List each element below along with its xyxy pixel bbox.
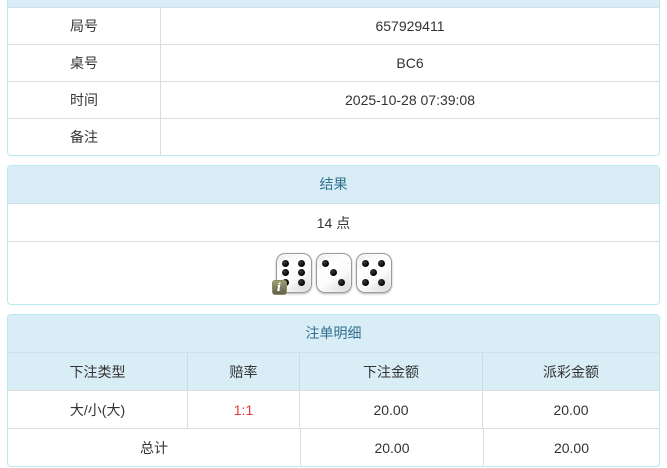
time-label: 时间 — [8, 82, 161, 118]
total-payout-amount: 20.00 — [553, 439, 590, 456]
info-icon[interactable]: i — [271, 280, 287, 295]
dice-row: i — [8, 241, 659, 304]
table-row: 桌号 BC6 — [8, 44, 659, 81]
die-pip — [338, 278, 345, 286]
die-2-value-3 — [315, 253, 352, 293]
die-pip — [282, 260, 289, 268]
result-panel: 结果 14 点 i — [7, 165, 660, 305]
bet-type-value: 大/小(大) — [8, 391, 188, 428]
bet-amount-value: 20.00 — [300, 391, 483, 428]
bet-row: 大/小(大) 1:1 20.00 20.00 — [8, 390, 659, 428]
game-info-panel-heading — [8, 0, 659, 8]
col-header-odds: 赔率 — [188, 353, 300, 390]
total-label: 总计 — [8, 429, 301, 466]
die-1-value-6: i — [271, 253, 312, 295]
die-pip — [362, 260, 369, 268]
die-pip — [322, 260, 329, 268]
round-id-label: 局号 — [8, 8, 161, 44]
die-pip — [282, 269, 289, 277]
table-row: 备注 — [8, 118, 659, 155]
round-id-value: 657929411 — [375, 18, 445, 34]
table-id-label: 桌号 — [8, 45, 161, 81]
bet-table-header-row: 下注类型 赔率 下注金额 派彩金额 — [8, 353, 659, 390]
result-points: 14 点 — [316, 214, 351, 231]
die-pip — [298, 278, 305, 286]
table-row: 局号 657929411 — [8, 8, 659, 44]
bet-details-title: 注单明细 — [8, 315, 659, 353]
col-header-payout-amount: 派彩金额 — [543, 363, 599, 380]
die-pip — [370, 269, 377, 277]
odds-value: 1:1 — [188, 391, 300, 428]
time-value: 2025-10-28 07:39:08 — [345, 92, 475, 108]
die-pip — [330, 269, 337, 277]
remark-value — [161, 119, 659, 155]
die-pip — [378, 260, 385, 268]
bet-total-row: 总计 20.00 20.00 — [8, 428, 659, 466]
payout-amount-value: 20.00 — [553, 401, 589, 418]
die-pip — [298, 260, 305, 268]
die-3-value-5 — [355, 253, 392, 293]
table-id-value: BC6 — [396, 55, 424, 71]
bet-details-panel: 注单明细 下注类型 赔率 下注金额 派彩金额 大/小(大) 1:1 20.00 … — [7, 314, 660, 467]
die-pip — [298, 269, 305, 277]
table-row: 时间 2025-10-28 07:39:08 — [8, 81, 659, 118]
total-bet-amount: 20.00 — [301, 429, 484, 466]
remark-label: 备注 — [8, 119, 161, 155]
col-header-bet-type: 下注类型 — [8, 353, 188, 390]
die-pip — [378, 278, 385, 286]
result-panel-title: 结果 — [8, 166, 659, 204]
col-header-bet-amount: 下注金额 — [300, 353, 483, 390]
game-info-panel: 局号 657929411 桌号 BC6 时间 2025-10-28 07:39:… — [7, 0, 660, 156]
die-pip — [362, 278, 369, 286]
